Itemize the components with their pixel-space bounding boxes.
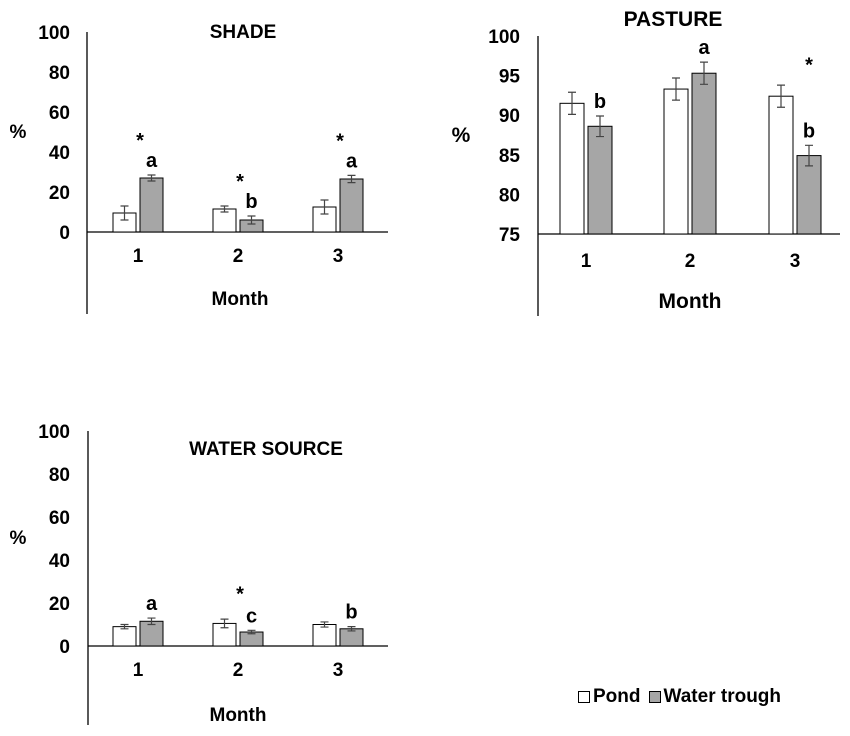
chart1-y-tick-label-0: 0 bbox=[59, 223, 70, 244]
legend-swatch-water-trough bbox=[648, 691, 661, 703]
chart3-y-tick-label-5: 100 bbox=[38, 422, 70, 443]
chart1-x-label: Month bbox=[212, 289, 269, 310]
chart2-letter-2: a bbox=[698, 37, 710, 59]
chart3-error-bar-water-trough-1 bbox=[147, 617, 156, 626]
chart2-error-bar-water-trough-1 bbox=[596, 115, 604, 138]
chart2-bar-pond-3 bbox=[768, 95, 794, 235]
chart2-y-tick-label-2: 85 bbox=[499, 146, 521, 167]
chart3-bar-pond-3 bbox=[312, 624, 337, 647]
chart3-error-bar-pond-3 bbox=[320, 621, 329, 628]
chart2-error-bar-water-trough-3 bbox=[805, 144, 813, 167]
chart3-star-2: * bbox=[236, 583, 244, 605]
chart2-x-tick-label-0: 1 bbox=[581, 251, 592, 272]
chart2-error-bar-pond-1 bbox=[568, 91, 576, 116]
chart2-error-bar-pond-3 bbox=[777, 84, 785, 108]
chart1-error-bar-pond-2 bbox=[220, 205, 229, 213]
chart2-letter-3: b bbox=[803, 120, 815, 142]
chart3-y-tick-label-0: 0 bbox=[59, 637, 70, 658]
chart2-bar-water-trough-1 bbox=[587, 125, 613, 235]
chart3-x-tick-label-0: 1 bbox=[133, 660, 144, 681]
chart3-letter-1: a bbox=[146, 593, 158, 615]
chart1-bar-water-trough-1 bbox=[139, 177, 164, 233]
chart1-y-tick-label-1: 20 bbox=[49, 183, 70, 204]
chart1-letter-1: a bbox=[146, 150, 158, 172]
chart1-star-3: * bbox=[336, 130, 344, 152]
chart3-x-tick-label-1: 2 bbox=[233, 660, 244, 681]
chart2-x-tick-label-1: 2 bbox=[685, 251, 696, 272]
chart2-bar-water-trough-3 bbox=[796, 155, 822, 235]
legend: Pond Water trough bbox=[578, 686, 789, 708]
chart3-y-tick-label-2: 40 bbox=[49, 551, 70, 572]
chart1-title: SHADE bbox=[210, 22, 277, 43]
chart1-star-2: * bbox=[236, 171, 244, 193]
chart2-y-label: % bbox=[452, 124, 471, 147]
chart3-x-tick-label-2: 3 bbox=[333, 660, 344, 681]
chart2-star-3: * bbox=[805, 55, 813, 77]
chart3-error-bar-water-trough-3 bbox=[347, 626, 356, 632]
chart3-y-tick-label-1: 20 bbox=[49, 594, 70, 615]
chart1-y-label: % bbox=[10, 122, 27, 143]
chart3-letter-2: c bbox=[246, 605, 257, 627]
chart2-y-tick-label-1: 80 bbox=[499, 185, 520, 206]
chart1-bar-water-trough-3 bbox=[339, 178, 364, 233]
chart2-bar-pond-1 bbox=[559, 102, 585, 235]
chart1-star-1: * bbox=[136, 130, 144, 152]
chart2-bar-water-trough-2 bbox=[691, 72, 717, 235]
chart2-error-bar-pond-2 bbox=[672, 77, 680, 101]
chart2-error-bar-water-trough-2 bbox=[700, 61, 708, 85]
chart2-title: PASTURE bbox=[624, 8, 723, 31]
chart1-error-bar-water-trough-2 bbox=[247, 215, 256, 225]
chart2-y-tick-label-5: 100 bbox=[488, 27, 520, 48]
chart3-y-label: % bbox=[10, 528, 27, 549]
chart3-y-tick-label-3: 60 bbox=[49, 508, 70, 529]
legend-item-water-trough: Water trough bbox=[648, 686, 782, 708]
chart1-y-tick-label-2: 40 bbox=[49, 143, 70, 164]
chart1-error-bar-pond-1 bbox=[120, 205, 129, 221]
chart1-error-bar-water-trough-1 bbox=[147, 174, 156, 182]
chart1-y-tick-label-4: 80 bbox=[49, 63, 70, 84]
chart3-error-bar-pond-1 bbox=[120, 623, 129, 630]
chart2-x-tick-label-2: 3 bbox=[790, 251, 801, 272]
chart3-error-bar-pond-2 bbox=[220, 618, 229, 629]
chart3-x-label: Month bbox=[210, 705, 267, 726]
chart1-x-tick-label-2: 3 bbox=[333, 246, 344, 267]
chart2-bar-pond-2 bbox=[663, 88, 689, 235]
legend-label-pond: Pond bbox=[593, 686, 641, 707]
chart1-letter-3: a bbox=[346, 150, 358, 172]
chart3-title: WATER SOURCE bbox=[189, 439, 343, 460]
chart3-error-bar-water-trough-2 bbox=[247, 629, 256, 635]
chart2-letter-1: b bbox=[594, 91, 606, 113]
legend-label-water-trough: Water trough bbox=[663, 686, 782, 707]
chart1-letter-2: b bbox=[245, 191, 257, 213]
legend-item-pond: Pond bbox=[578, 686, 641, 708]
chart2-y-tick-label-0: 75 bbox=[499, 225, 521, 246]
chart2-y-tick-label-3: 90 bbox=[499, 106, 520, 127]
chart1-error-bar-water-trough-3 bbox=[347, 174, 356, 184]
chart2-y-tick-label-4: 95 bbox=[499, 67, 521, 88]
chart3-bar-pond-1 bbox=[112, 626, 137, 647]
chart3-y-tick-label-4: 80 bbox=[49, 465, 70, 486]
chart1-y-tick-label-5: 100 bbox=[38, 23, 70, 44]
chart1-x-tick-label-0: 1 bbox=[133, 246, 144, 267]
chart1-error-bar-pond-3 bbox=[320, 199, 329, 215]
chart1-y-tick-label-3: 60 bbox=[49, 103, 70, 124]
legend-swatch-pond bbox=[578, 691, 590, 703]
chart3-letter-3: b bbox=[345, 602, 357, 624]
chart1-x-tick-label-1: 2 bbox=[233, 246, 244, 267]
chart2-x-label: Month bbox=[659, 290, 722, 313]
